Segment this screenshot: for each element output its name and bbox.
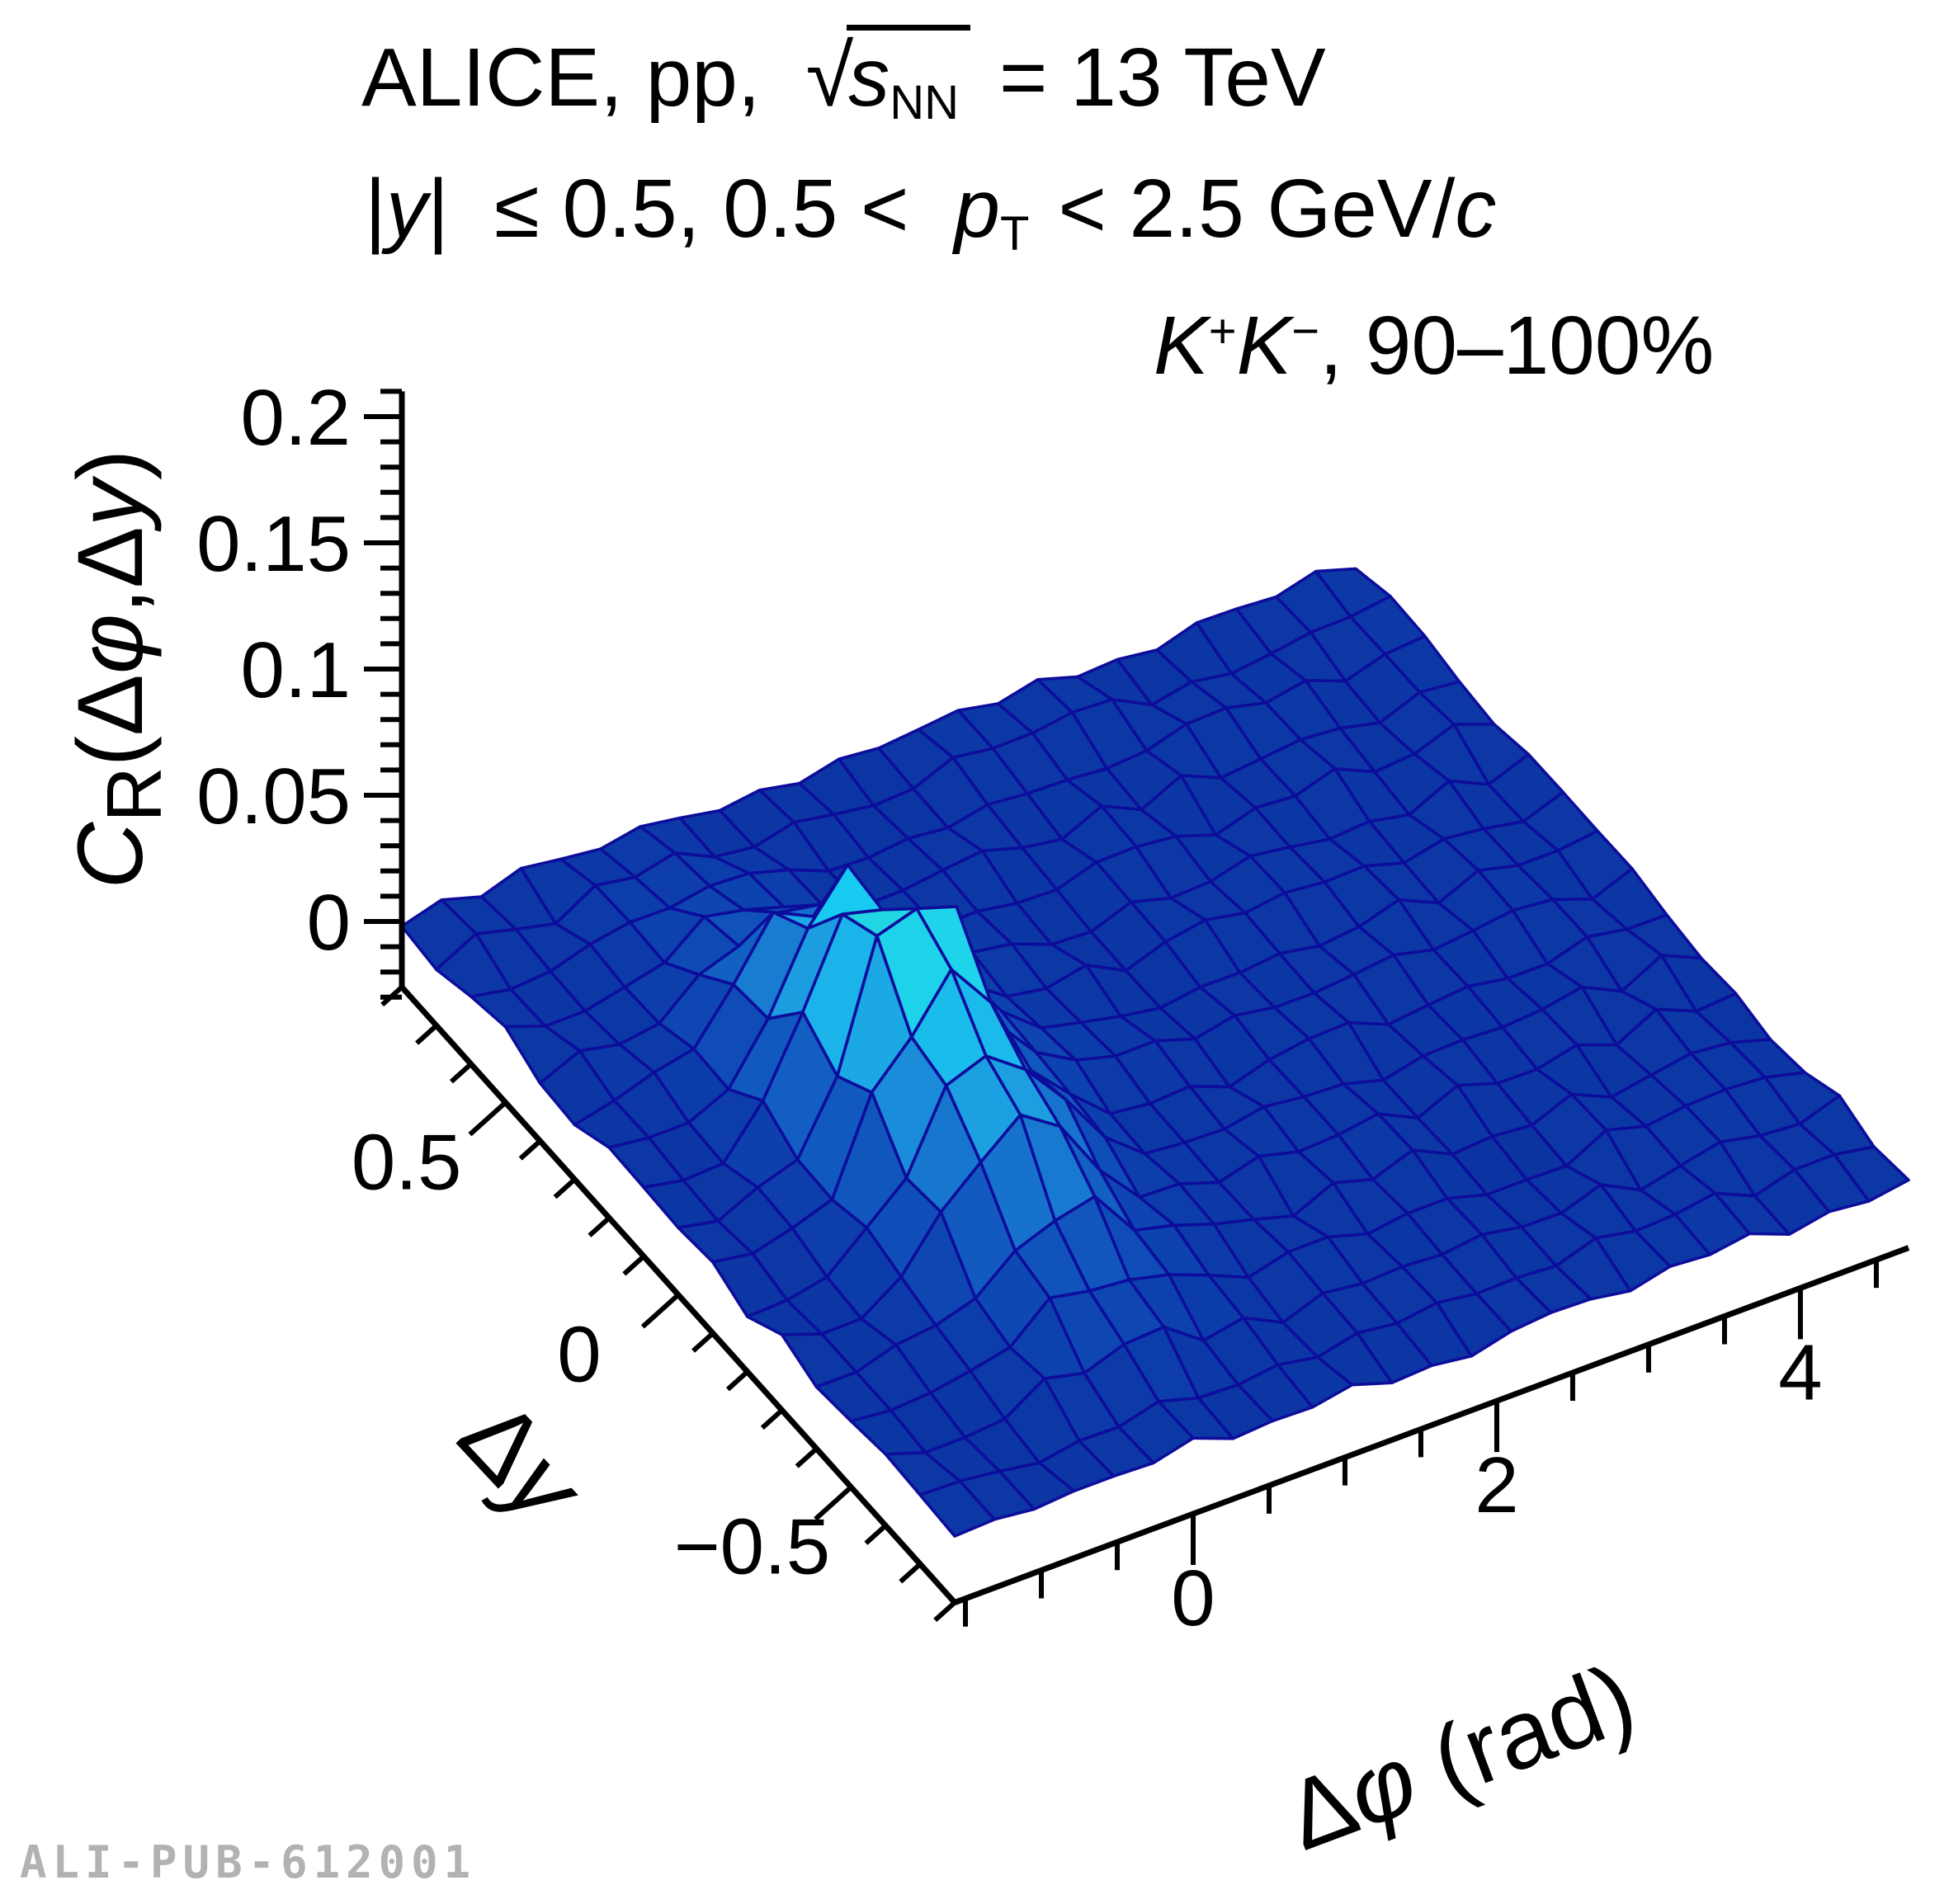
- dy-tick-label: 0: [557, 1311, 601, 1399]
- dphi-tick-label: 0: [1171, 1554, 1215, 1642]
- dy-tick-minor: [691, 1331, 715, 1353]
- collision-system-text: ALICE, pp,: [361, 31, 761, 124]
- dy-tick-minor: [622, 1254, 646, 1276]
- dphi-tick-label: 2: [1475, 1441, 1518, 1529]
- energy-text: = 13 TeV: [999, 31, 1326, 124]
- title-line-kinematics: |y| ≤ 0.5, 0.5 < pT < 2.5 GeV/c: [365, 163, 1497, 262]
- z-tick-label: 0.05: [196, 752, 351, 841]
- dy-tick-major: [468, 1100, 507, 1137]
- title-line-pair-centrality: K+K−, 90–100%: [1154, 299, 1715, 392]
- watermark-label: ALI-PUB-612001: [20, 1836, 477, 1888]
- tick-labels: 0 0.05 0.1 0.15 0.2 0.5 0 −0.5 0 2 4: [196, 374, 1822, 1642]
- dy-tick-minor: [518, 1138, 542, 1161]
- axes: [364, 389, 1910, 1627]
- z-tick-label: 0: [307, 879, 351, 967]
- dy-tick-minor: [449, 1062, 473, 1084]
- dy-tick-minor: [553, 1177, 577, 1199]
- z-tick-label: 0.2: [241, 374, 351, 462]
- dy-tick-minor: [864, 1524, 888, 1545]
- dy-tick-minor: [795, 1446, 819, 1468]
- dy-tick-minor: [588, 1216, 611, 1237]
- title-line-collision: ALICE, pp, √sNN = 13 TeV: [361, 25, 1326, 131]
- surface-mesh: [400, 567, 1910, 1538]
- surface-cell: [918, 1479, 996, 1538]
- dphi-axis-line: [953, 1245, 1910, 1605]
- rapidity-cut-text: ≤ 0.5, 0.5 <: [493, 163, 909, 255]
- dy-tick-major: [814, 1485, 853, 1521]
- dy-tick-minor: [899, 1562, 923, 1584]
- z-axis-title: CR(Δφ,Δy): [58, 449, 178, 889]
- dy-tick-minor: [933, 1600, 957, 1623]
- dy-tick-minor: [415, 1023, 438, 1045]
- dy-tick-label: −0.5: [674, 1503, 831, 1591]
- centrality-text: , 90–100%: [1319, 299, 1715, 392]
- dy-tick-minor: [725, 1369, 749, 1392]
- pt-cut-text: < 2.5 GeV/: [1058, 163, 1456, 255]
- dphi-tick-label: 4: [1778, 1328, 1822, 1416]
- dy-tick-label: 0.5: [352, 1118, 461, 1206]
- z-tick-label: 0.1: [241, 626, 351, 714]
- sqrt-snn-expression: √sNN: [806, 25, 971, 130]
- dy-tick-major: [640, 1293, 681, 1329]
- dy-tick-minor: [380, 985, 404, 1007]
- z-tick-label: 0.15: [196, 500, 351, 588]
- dy-tick-minor: [760, 1408, 784, 1430]
